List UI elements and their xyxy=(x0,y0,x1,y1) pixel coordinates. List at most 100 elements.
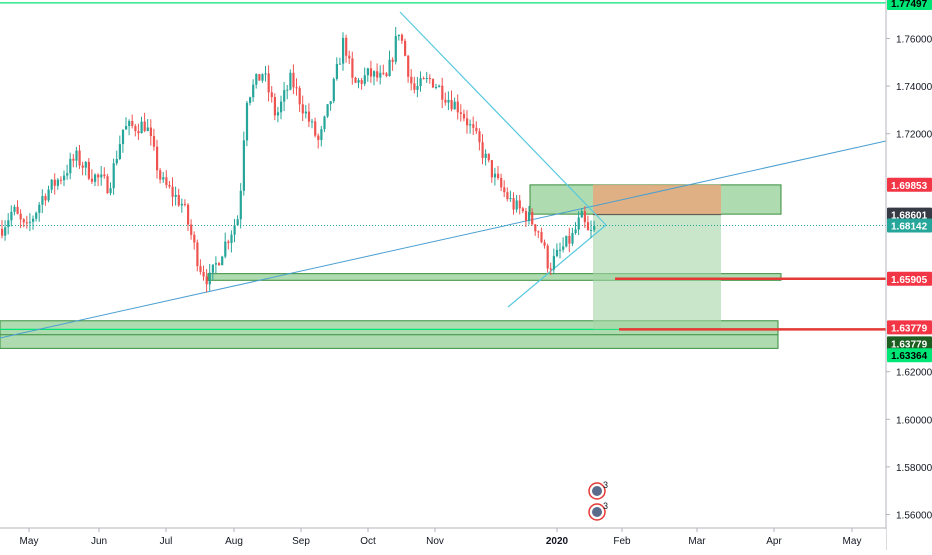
candle-body xyxy=(183,203,187,205)
candle-body xyxy=(493,173,497,178)
candles-layer xyxy=(1,27,596,293)
candle-body xyxy=(63,175,66,181)
candle-body xyxy=(22,219,25,223)
candle-body xyxy=(283,90,286,102)
falling-trendline xyxy=(399,11,607,226)
price-axis[interactable]: 1.76000 1.74000 1.72000 1.62000 1.60000 1.580… xyxy=(885,0,932,550)
time-tick-label: Jun xyxy=(91,536,107,547)
candle-body xyxy=(56,179,59,186)
candle-body xyxy=(484,153,487,158)
candle-body xyxy=(441,85,444,100)
candle-body xyxy=(41,196,44,205)
event-marker-count: 3 xyxy=(603,480,608,490)
candle-body xyxy=(515,200,518,210)
time-tick-label: May xyxy=(20,536,39,547)
candle-body xyxy=(357,80,360,83)
candle-body xyxy=(537,231,540,233)
time-axis[interactable]: May Jun Jul Aug Sep Oct Nov 2020 Feb Mar Apr May xyxy=(0,527,886,550)
candle-body xyxy=(270,92,273,98)
price-tick-label: 1.62000 xyxy=(896,368,932,379)
candle-body xyxy=(512,198,515,210)
candle-body xyxy=(255,74,258,85)
candle-body xyxy=(447,99,450,103)
candle-body xyxy=(69,158,72,174)
candle-body xyxy=(509,198,512,200)
candle-body xyxy=(125,126,128,130)
price-badge-label: 1.63779 xyxy=(891,339,928,350)
candle-body xyxy=(376,71,379,78)
candle-body xyxy=(419,78,422,87)
price-tick-label: 1.60000 xyxy=(896,415,932,426)
candle-body xyxy=(159,170,162,180)
price-badge xyxy=(887,177,932,192)
candle-body xyxy=(475,127,478,132)
candle-body xyxy=(373,71,376,77)
candle-body xyxy=(524,211,528,221)
candle-body xyxy=(342,37,345,64)
candle-body xyxy=(549,268,552,270)
candle-body xyxy=(363,75,366,84)
candle-body xyxy=(162,177,165,180)
candle-body xyxy=(329,101,332,105)
trendlines-layer[interactable] xyxy=(0,11,887,339)
event-marker-dot xyxy=(592,486,602,496)
candle-body xyxy=(568,235,571,244)
candle-body xyxy=(236,219,239,226)
price-badge-label: 1.68601 xyxy=(891,211,928,222)
position-tool[interactable] xyxy=(593,184,721,330)
candle-body xyxy=(379,72,382,78)
candle-body xyxy=(97,174,100,178)
candle-body xyxy=(450,99,453,110)
candle-body xyxy=(546,245,549,269)
candle-body xyxy=(208,272,211,285)
candle-body xyxy=(156,146,159,171)
time-tick-label: May xyxy=(843,536,862,547)
time-tick-label: Nov xyxy=(426,536,444,547)
candle-body xyxy=(137,131,140,134)
event-marker-dot xyxy=(592,507,602,517)
candle-body xyxy=(574,229,577,234)
candle-body xyxy=(472,124,475,128)
candle-body xyxy=(332,79,335,102)
candle-body xyxy=(397,34,400,37)
candle-body xyxy=(128,121,131,127)
candle-body xyxy=(261,74,264,81)
candle-body xyxy=(583,211,586,223)
candle-body xyxy=(338,63,342,65)
candle-body xyxy=(174,194,177,197)
candle-body xyxy=(168,185,171,187)
candle-body xyxy=(571,233,574,244)
candle-body xyxy=(227,241,230,244)
candle-body xyxy=(35,212,38,219)
candle-body xyxy=(577,217,580,230)
candle-body xyxy=(245,102,249,141)
candle-body xyxy=(555,249,559,257)
candle-body xyxy=(258,74,261,81)
candle-body xyxy=(84,161,87,168)
take-profit-area xyxy=(593,214,721,330)
candle-body xyxy=(382,72,385,74)
candle-body xyxy=(10,211,13,221)
triangle-support-line xyxy=(507,224,607,308)
candle-body xyxy=(221,256,224,266)
candle-body xyxy=(413,83,416,90)
candle-body xyxy=(422,78,425,80)
price-badge xyxy=(887,320,932,335)
candle-body xyxy=(66,173,69,176)
candle-body xyxy=(143,121,146,131)
candle-body xyxy=(121,129,125,145)
time-tick-label: Feb xyxy=(613,536,631,547)
candle-body xyxy=(404,40,407,56)
candle-body xyxy=(317,135,320,140)
candle-body xyxy=(345,37,348,56)
candle-body xyxy=(360,80,363,84)
candle-body xyxy=(146,127,149,131)
candle-body xyxy=(280,101,283,113)
candle-body xyxy=(593,226,596,230)
candle-body xyxy=(540,232,543,243)
events-layer[interactable]: 33 xyxy=(588,480,608,521)
candle-body xyxy=(242,140,245,191)
candle-body xyxy=(32,218,35,222)
